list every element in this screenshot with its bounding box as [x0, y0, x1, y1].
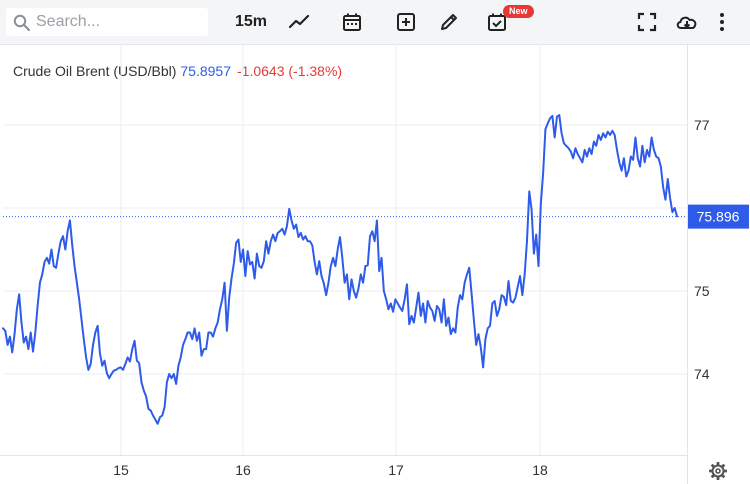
pencil-icon — [441, 14, 457, 30]
legend-price: 75.8957 — [180, 63, 231, 79]
price-series-line — [2, 114, 678, 425]
price-chart[interactable]: 74 75 77 75.896 15 16 17 18 — [0, 44, 750, 484]
last-price-tag — [688, 204, 749, 229]
cloud-download-icon — [676, 16, 697, 29]
new-badge: New — [503, 5, 534, 18]
x-tick-label: 18 — [532, 462, 548, 478]
search-box[interactable] — [6, 8, 208, 36]
plus-square-icon — [397, 13, 415, 31]
x-tick-label: 17 — [388, 462, 404, 478]
calendar-icon — [343, 13, 361, 31]
chart-type-button[interactable] — [286, 0, 312, 44]
download-button[interactable] — [673, 0, 701, 44]
legend-symbol: Crude Oil Brent (USD/Bbl) — [13, 63, 177, 79]
expand-icon — [637, 12, 657, 32]
x-tick-label: 16 — [235, 462, 251, 478]
grid-lines — [3, 44, 687, 455]
date-range-button[interactable] — [339, 0, 365, 44]
search-input[interactable] — [36, 10, 202, 34]
y-tick-label: 74 — [694, 366, 710, 382]
line-chart-icon — [288, 14, 310, 29]
search-icon — [13, 14, 31, 32]
y-tick-label: 75 — [694, 283, 710, 299]
more-menu-button[interactable] — [712, 0, 732, 44]
draw-button[interactable] — [436, 0, 462, 44]
more-vertical-icon — [720, 13, 724, 31]
calendar-check-icon — [488, 13, 506, 31]
last-price-label: 75.896 — [697, 209, 740, 225]
interval-button[interactable]: 15m — [234, 13, 268, 30]
x-tick-label: 15 — [113, 462, 129, 478]
fullscreen-button[interactable] — [634, 0, 660, 44]
add-indicator-button[interactable] — [393, 0, 419, 44]
chart-toolbar: 15m — [0, 0, 750, 45]
chart-legend: Crude Oil Brent (USD/Bbl) 75.8957 -1.0643 … — [13, 63, 342, 79]
events-button[interactable] — [484, 0, 510, 44]
settings-gear-icon[interactable] — [708, 461, 728, 481]
y-tick-label: 77 — [694, 117, 710, 133]
legend-change: -1.0643 (-1.38%) — [237, 63, 343, 79]
